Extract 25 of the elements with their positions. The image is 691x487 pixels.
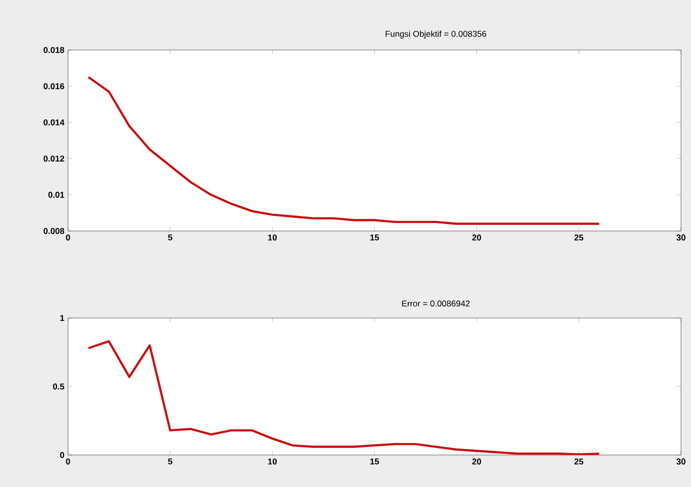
x-tick-label: 30: [676, 458, 686, 465]
x-tick-label: 5: [168, 458, 172, 464]
x-tick-label: 0: [66, 234, 70, 241]
y-tick-label: 0.014: [44, 119, 64, 126]
x-tick-label: 25: [574, 234, 584, 241]
x-tick-label: 25: [574, 458, 584, 465]
x-tick-label: 20: [472, 234, 482, 241]
x-tick-label: 30: [676, 234, 686, 241]
y-tick-label: 0.016: [44, 83, 64, 90]
y-tick-label: 0.018: [44, 47, 64, 53]
y-tick-label: 0.5: [53, 384, 64, 390]
x-tick-label: 15: [370, 458, 379, 464]
y-tick-label: 0.01: [48, 192, 64, 198]
x-tick-label: 15: [370, 234, 379, 240]
y-tick-label: 0: [60, 452, 64, 458]
y-tick-label: 0.008: [44, 228, 64, 234]
y-tick-label: 1: [60, 315, 64, 321]
chart-title: Fungsi Objektif = 0.008356: [386, 30, 486, 38]
x-tick-label: 20: [472, 458, 482, 465]
x-tick-label: 5: [168, 234, 172, 240]
chart-title: Error = 0.0086942: [402, 300, 470, 306]
x-tick-label: 0: [66, 458, 70, 465]
x-tick-label: 10: [268, 458, 277, 465]
x-tick-label: 10: [268, 234, 277, 241]
y-tick-label: 0.012: [44, 156, 64, 162]
